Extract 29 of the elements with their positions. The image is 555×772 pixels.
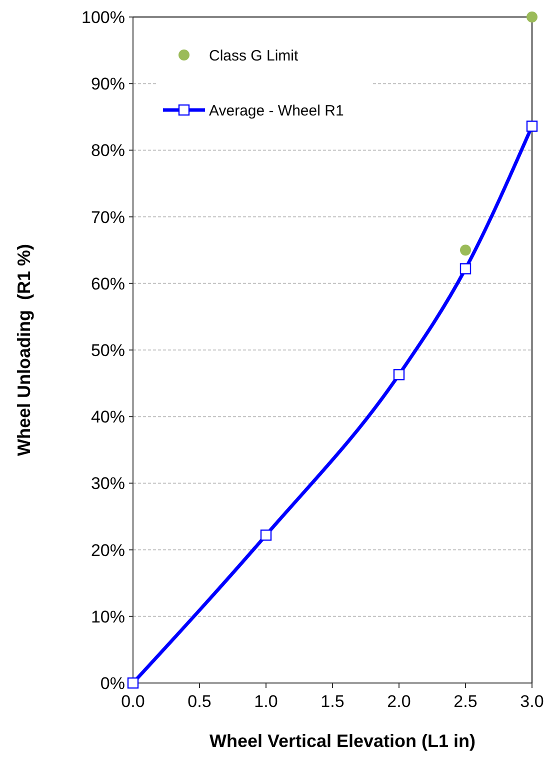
- x-tick-label: 0.5: [188, 692, 212, 711]
- y-tick-label: 60%: [90, 274, 125, 294]
- point: [460, 263, 472, 274]
- y-tick-label: 80%: [90, 141, 125, 160]
- y-axis-title: Wheel Unloading (R1 %): [14, 244, 34, 456]
- y-tick-label: 10%: [90, 607, 125, 626]
- point: [526, 120, 538, 132]
- x-tick-label: 2.0: [387, 692, 411, 711]
- x-tick-label: 2.5: [454, 692, 478, 711]
- y-tick-label: 90%: [90, 74, 125, 94]
- x-tick-label: 0.0: [121, 692, 145, 711]
- y-tick-label: 100%: [82, 8, 125, 27]
- y-tick-label: 20%: [90, 540, 125, 560]
- x-axis-title: Wheel Vertical Elevation (L1 in): [209, 731, 476, 751]
- point: [393, 369, 405, 380]
- point: [460, 244, 471, 256]
- point: [526, 12, 538, 22]
- x-tick-label: 1.0: [254, 692, 278, 711]
- y-tick-label: 30%: [90, 474, 125, 494]
- point: [260, 530, 272, 541]
- legend-label: Average - Wheel R1: [209, 102, 344, 120]
- y-tick-label: 70%: [90, 208, 125, 227]
- x-tick-label: 3.0: [520, 692, 544, 711]
- y-tick-label: 40%: [90, 408, 125, 427]
- legend-label: Class G Limit: [209, 47, 300, 64]
- y-tick-label: 0%: [100, 674, 125, 693]
- point: [127, 677, 139, 689]
- y-tick-label: 50%: [90, 340, 125, 360]
- x-tick-label: 1.5: [320, 692, 344, 711]
